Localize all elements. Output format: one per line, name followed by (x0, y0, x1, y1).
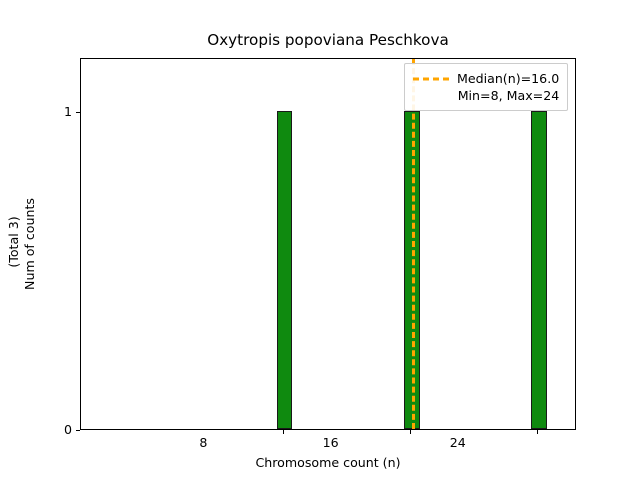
x-axis-label: Chromosome count (n) (255, 455, 401, 470)
legend-entry-text: Median(n)=16.0 Min=8, Max=24 (457, 70, 559, 104)
x-tick-mark-8 (282, 430, 284, 434)
legend: Median(n)=16.0 Min=8, Max=24 (404, 63, 569, 111)
bar-n-8 (276, 111, 293, 429)
y-axis-label-line2: (Total 3) (6, 216, 21, 272)
legend-line-1: Median(n)=16.0 (457, 71, 560, 86)
dashed-line-icon (413, 70, 449, 87)
median-line (411, 59, 415, 429)
y-tick-mark-0 (76, 429, 80, 431)
plot-inner (81, 59, 575, 429)
y-axis-label-container: (Total 3) Num of counts (0, 58, 44, 430)
plot-area (80, 58, 576, 430)
x-tick-label-8: 8 (199, 435, 208, 450)
x-tick-mark-24 (537, 430, 538, 434)
chart-title: Oxytropis popoviana Peschkova (207, 31, 449, 49)
y-tick-label-0: 0 (63, 422, 72, 437)
y-tick-label-1: 1 (63, 104, 72, 119)
x-tick-label-16: 16 (322, 435, 339, 450)
legend-entry-median: Median(n)=16.0 Min=8, Max=24 (413, 70, 559, 104)
legend-line-2: Min=8, Max=24 (457, 88, 560, 103)
bar-n-24 (530, 111, 547, 429)
x-tick-label-24: 24 (449, 435, 466, 450)
y-tick-mark-1 (76, 111, 80, 113)
x-tick-mark-16 (409, 430, 411, 434)
y-axis-label-line1: Num of counts (22, 198, 37, 290)
y-axis-label: (Total 3) Num of counts (6, 198, 38, 290)
